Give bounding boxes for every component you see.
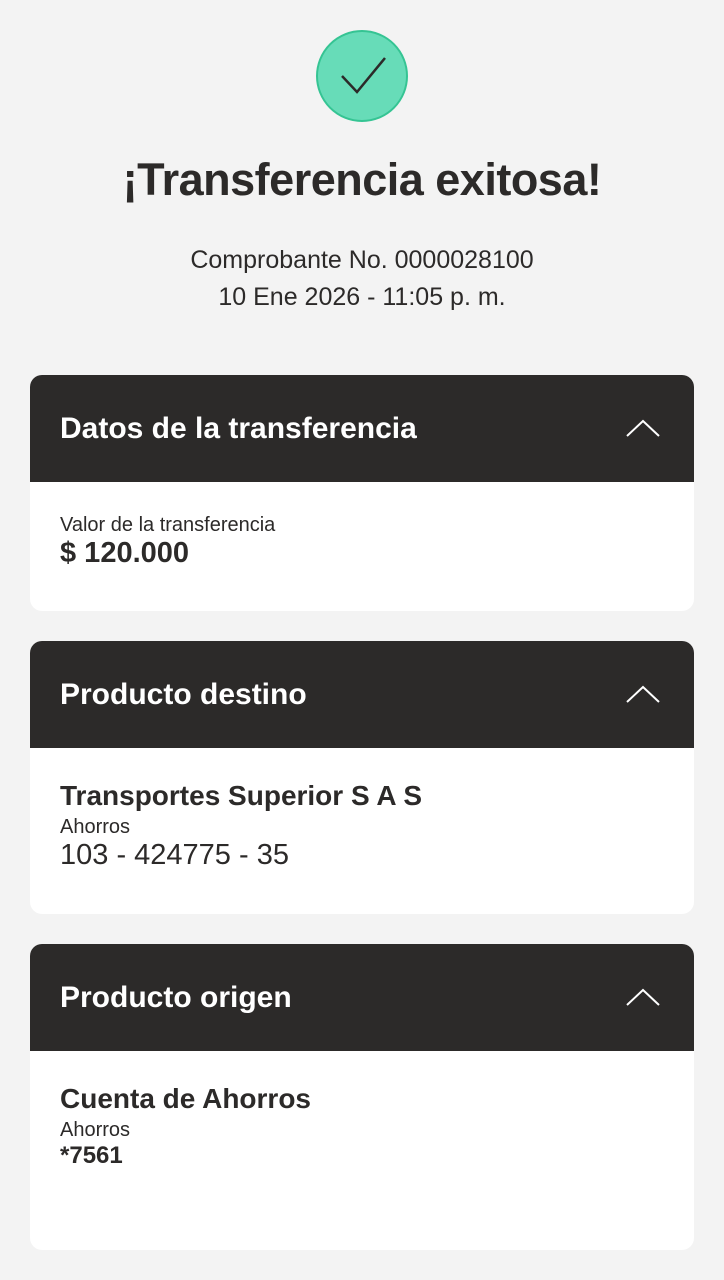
page-title: ¡Transferencia exitosa!: [122, 154, 602, 205]
destination-product-header[interactable]: Producto destino: [30, 641, 694, 748]
origin-type: Ahorros: [60, 1119, 131, 1141]
success-check-icon: [316, 30, 408, 122]
transfer-value-label: Valor de la transferencia: [60, 514, 276, 536]
destination-type: Ahorros: [60, 816, 131, 838]
chevron-up-icon[interactable]: [626, 987, 660, 1007]
destination-name: Transportes Superior S A S: [60, 780, 423, 811]
transfer-details-card: Datos de la transferencia Valor de la tr…: [30, 375, 694, 611]
origin-name: Cuenta de Ahorros: [60, 1083, 311, 1114]
transfer-details-header[interactable]: Datos de la transferencia: [30, 375, 694, 482]
transfer-datetime: 10 Ene 2026 - 11:05 p. m.: [218, 283, 506, 311]
receipt-number: Comprobante No. 0000028100: [190, 246, 534, 274]
section-title: Producto origen: [60, 981, 292, 1014]
chevron-up-icon[interactable]: [626, 418, 660, 438]
chevron-up-icon[interactable]: [626, 684, 660, 704]
origin-number: *7561: [60, 1142, 123, 1169]
origin-product-header[interactable]: Producto origen: [30, 944, 694, 1051]
section-title: Producto destino: [60, 678, 307, 711]
destination-number: 103 - 424775 - 35: [60, 839, 289, 871]
destination-product-card: Producto destino Transportes Superior S …: [30, 641, 694, 914]
origin-product-card: Producto origen Cuenta de Ahorros Ahorro…: [30, 944, 694, 1250]
transfer-value: $ 120.000: [60, 537, 190, 569]
section-title: Datos de la transferencia: [60, 412, 417, 445]
